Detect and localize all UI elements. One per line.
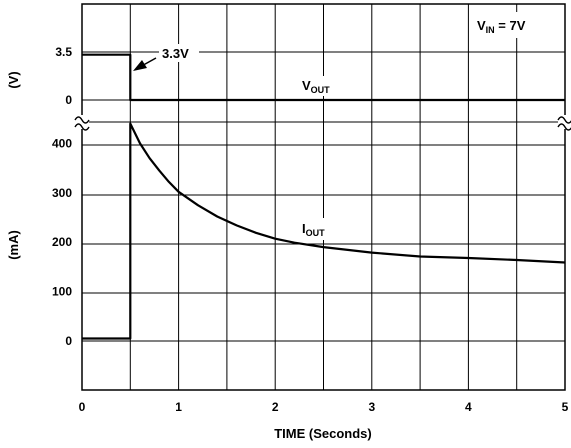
axis-break-gap: [558, 115, 571, 129]
axis-break-marks: [74, 115, 571, 131]
x-axis-label: TIME (Seconds): [274, 426, 372, 441]
vin-annotation-main: V: [477, 18, 486, 33]
vin-annotation-rest: = 7V: [495, 18, 526, 33]
level-annotation-arrow: [133, 57, 157, 71]
iout-label-sub: OUT: [306, 228, 326, 238]
upper-y-tick-label: 0: [65, 93, 72, 107]
axis-break-squiggle: [557, 116, 571, 124]
vout-label-sub: OUT: [311, 85, 331, 95]
plot-frame: [81, 3, 566, 391]
tick-labels: 0 1 2 3 4 5 3.5 0 400 300 200 100 0: [52, 45, 569, 414]
x-tick-label: 5: [562, 400, 569, 414]
x-tick-label: 2: [272, 400, 279, 414]
iout-label-main: I: [302, 221, 306, 236]
series-iout-line: [82, 122, 566, 340]
grid-lines: [82, 4, 565, 390]
vout-label-main: V: [302, 78, 311, 93]
lower-y-tick-label: 200: [52, 235, 72, 249]
lower-y-tick-label: 300: [52, 186, 72, 200]
lower-y-tick-label: 400: [52, 136, 72, 150]
iout-label: IOUT: [302, 221, 325, 238]
axis-break-squiggle: [74, 116, 90, 124]
lower-y-tick-label: 100: [52, 285, 72, 299]
vout-label: VOUT: [302, 78, 330, 95]
vout-label-bg: [300, 76, 344, 96]
vin-annotation: VIN = 7V: [477, 18, 526, 35]
level-annotation-bg: [159, 44, 199, 62]
series-traces: [82, 53, 566, 340]
x-tick-label: 1: [175, 400, 182, 414]
lower-y-axis-label: (mA): [6, 230, 21, 260]
series-vout-line: [82, 53, 565, 102]
x-tick-label: 0: [79, 400, 86, 414]
axis-break-squiggle: [74, 123, 90, 131]
vin-annotation-bg: [472, 12, 562, 38]
x-tick-label: 4: [465, 400, 472, 414]
axis-break-gap: [75, 115, 89, 129]
upper-y-tick-label: 3.5: [55, 45, 72, 59]
iout-label-bg: [298, 218, 338, 240]
vin-annotation-sub: IN: [486, 25, 495, 35]
lower-y-tick-label: 0: [65, 334, 72, 348]
x-tick-label: 3: [368, 400, 375, 414]
level-annotation: 3.3V: [162, 46, 189, 61]
axis-break-squiggle: [557, 123, 571, 131]
upper-y-axis-label: (V): [6, 71, 21, 88]
